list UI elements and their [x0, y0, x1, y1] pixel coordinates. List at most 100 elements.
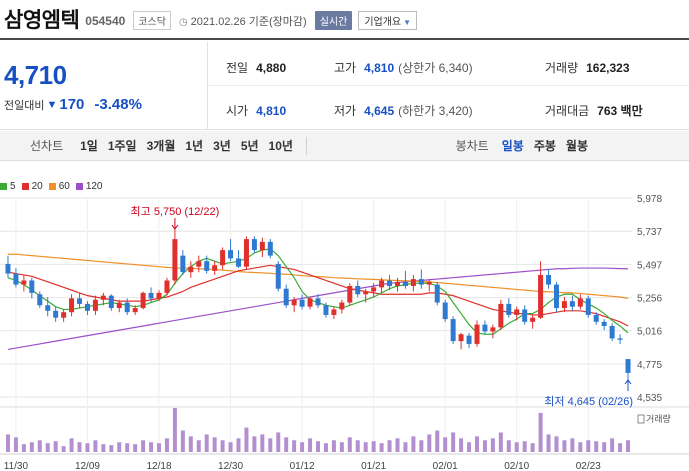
- candle-body: [53, 310, 59, 318]
- volume-bar: [220, 440, 225, 452]
- volume-bar: [562, 440, 567, 452]
- volume-bar: [435, 430, 440, 452]
- period-10y[interactable]: 10년: [268, 139, 293, 153]
- max-annotation: 최고 5,750 (12/22): [131, 205, 220, 218]
- period-1w[interactable]: 1주일: [107, 139, 137, 153]
- candle-body: [577, 298, 583, 307]
- candle-body: [617, 338, 623, 340]
- period-5y[interactable]: 5년: [240, 139, 259, 153]
- volume-bar: [117, 442, 122, 452]
- prev-close-label: 전일: [226, 61, 249, 75]
- candle-body: [410, 279, 416, 286]
- candle-body: [553, 284, 559, 309]
- volume-bar: [133, 444, 138, 452]
- candle-body: [538, 274, 544, 318]
- low-label: 저가: [334, 104, 357, 118]
- candle-body: [482, 324, 488, 332]
- candle-body: [387, 280, 393, 286]
- volume-bar: [284, 437, 289, 452]
- candle-body: [506, 303, 512, 315]
- volume-bar: [85, 443, 90, 452]
- legend-item-ma120: 120: [75, 181, 103, 192]
- candle-body: [61, 312, 67, 318]
- candle-body: [196, 261, 202, 267]
- volume-bar: [474, 436, 479, 452]
- upper-limit: (상한가 6,340): [398, 61, 473, 75]
- y-tick-label: 5,978: [637, 194, 662, 205]
- candle-body: [140, 292, 146, 309]
- x-tick-label: 01/21: [361, 461, 386, 471]
- company-info-button[interactable]: 기업개요 ▼: [358, 11, 418, 30]
- x-tick-label: 12/09: [75, 461, 100, 471]
- candle-body: [156, 292, 162, 299]
- x-tick-label: 02/10: [504, 461, 529, 471]
- date-text: 2021.02.26 기준(장마감): [190, 15, 307, 28]
- realtime-button[interactable]: 실시간: [314, 11, 353, 30]
- candle-body: [402, 281, 408, 286]
- candle-body: [426, 281, 432, 285]
- low-cell: 저가 4,645 (하한가 3,420): [334, 102, 473, 119]
- stock-chart[interactable]: 5,978 5,737 5,497 5,256 5,016 4,775 4,535 11/30…: [0, 176, 689, 471]
- candle-monthly[interactable]: 월봉: [565, 139, 588, 153]
- candle-body: [625, 359, 631, 373]
- candle-chart-title: 봉차트: [455, 139, 489, 153]
- volume-value: 162,323: [586, 61, 630, 75]
- volume-bar: [236, 438, 241, 452]
- candle-body: [466, 335, 472, 344]
- candle-body: [363, 291, 369, 295]
- y-tick-label: 5,256: [637, 294, 662, 305]
- max-arrow-head: [171, 224, 179, 230]
- volume-bar: [395, 438, 400, 452]
- change-value: 170: [59, 96, 85, 113]
- amount-value: 763 백만: [597, 104, 643, 118]
- divider: [207, 85, 689, 86]
- volume-bar: [379, 443, 384, 452]
- volume-bar: [522, 441, 527, 452]
- legend-item-ma60: 60: [48, 181, 70, 192]
- volume-bar: [109, 445, 114, 452]
- candle-body: [458, 334, 464, 342]
- candle-body: [347, 285, 353, 303]
- period-1y[interactable]: 1년: [185, 139, 204, 153]
- candle-body: [514, 309, 520, 315]
- candle-weekly[interactable]: 주봉: [533, 139, 556, 153]
- candle-body: [569, 301, 575, 307]
- period-3m[interactable]: 3개월: [146, 139, 176, 153]
- volume-axis-label: 거래량: [646, 413, 671, 424]
- min-annotation: 최저 4,645 (02/26): [544, 395, 633, 408]
- stock-code: 054540: [85, 14, 126, 28]
- candle-body: [259, 241, 265, 251]
- legend-swatch: [48, 183, 56, 190]
- amount-cell: 거래대금 763 백만: [545, 102, 643, 119]
- y-tick-label: 5,016: [637, 327, 662, 338]
- chevron-down-icon: ▼: [403, 18, 412, 27]
- volume-bar: [363, 442, 368, 452]
- volume-bar: [141, 440, 146, 452]
- volume-bar: [316, 441, 320, 452]
- high-cell: 고가 4,810 (상한가 6,340): [334, 59, 473, 76]
- volume-bar: [37, 440, 42, 452]
- period-1d[interactable]: 1일: [80, 139, 98, 153]
- legend-swatch: [21, 183, 29, 190]
- period-3y[interactable]: 3년: [213, 139, 231, 153]
- open-label: 시가: [226, 104, 249, 118]
- candle-body: [546, 274, 552, 285]
- legend-item-ma5: 5: [0, 181, 16, 192]
- stock-header: 삼영엠텍 054540 코스닥 ◷ 2021.02.26 기준(장마감) 실시간 …: [0, 0, 689, 40]
- candle-body: [45, 305, 51, 311]
- candle-daily[interactable]: 일봉: [501, 139, 524, 153]
- candle-body: [530, 317, 536, 322]
- prev-close-cell: 전일 4,880: [226, 59, 286, 76]
- volume-bar: [212, 437, 217, 452]
- volume-bar: [610, 438, 615, 452]
- candle-body: [5, 263, 11, 274]
- volume-bar: [244, 427, 249, 452]
- company-info-label: 기업개요: [364, 17, 402, 28]
- ma-line-ma60: [7, 253, 629, 299]
- candle-body: [251, 239, 257, 251]
- price-panel: 4,710 전일대비 ▼ 170 -3.48% 전일 4,880 고가 4,81…: [0, 42, 689, 130]
- volume-bar: [45, 443, 50, 452]
- volume-bar: [594, 441, 599, 452]
- candle-body: [339, 302, 345, 310]
- candle-body: [498, 303, 504, 328]
